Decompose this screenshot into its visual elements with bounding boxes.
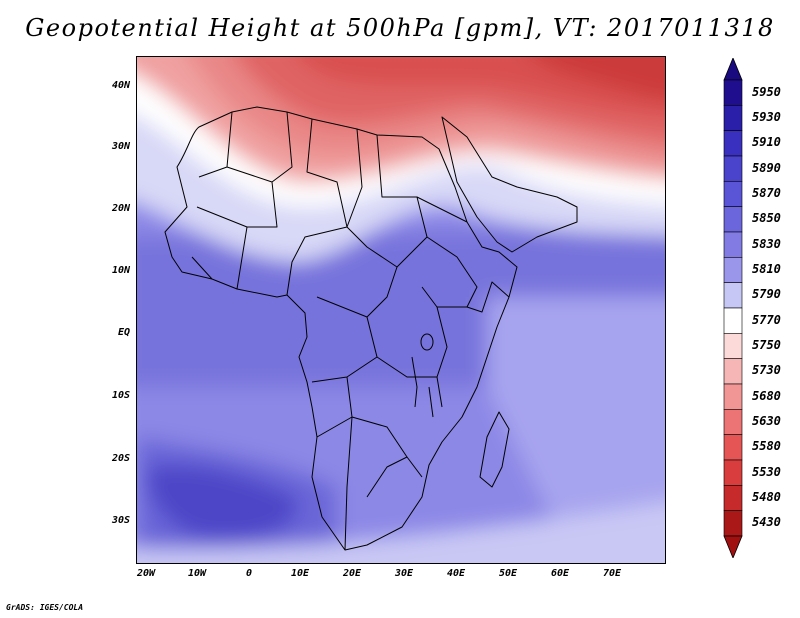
lon-label-40e: 40E [446, 568, 466, 579]
lat-label-10n: 10N [111, 265, 130, 276]
colorbar-swatch [723, 282, 743, 309]
colorbar-label: 5790 [752, 287, 781, 302]
south-atlantic-core [146, 464, 299, 540]
colorbar-label: 5950 [752, 84, 781, 99]
colorbar-label: 5810 [752, 262, 781, 276]
colorbar-label: 5480 [752, 490, 781, 504]
border-line [344, 416, 353, 551]
colorbar-label: 5580 [752, 439, 781, 454]
border-line [466, 281, 510, 313]
africa-coastline [164, 106, 518, 551]
colorbar-swatch [723, 206, 743, 233]
lat-label-eq: EQ [117, 327, 130, 338]
lakes [411, 333, 434, 418]
chart-title: Geopotential Height at 500hPa [gpm], VT:… [25, 14, 775, 42]
border-line [311, 316, 378, 383]
lon-label-20w: 20W [136, 568, 156, 579]
lat-label-10s: 10S [111, 390, 130, 401]
border-line [421, 236, 478, 308]
white-band [137, 75, 665, 207]
border-line [376, 356, 437, 378]
lon-label-10w: 10W [187, 568, 207, 579]
colorbar-top-triangle [723, 58, 743, 81]
colorbar-swatch [723, 383, 743, 410]
colorbar-label: 5870 [752, 186, 781, 200]
colorbar-swatch [723, 485, 743, 511]
colorbar-label: 5770 [752, 312, 781, 327]
east-indian-ocean-light [487, 297, 665, 535]
credit-text: GrADS: IGES/COLA [6, 603, 84, 612]
south-lightband [137, 502, 665, 563]
colorbar-swatch [723, 257, 743, 283]
colorbar-label: 5680 [752, 388, 781, 403]
border-line [196, 206, 248, 228]
colorbar-swatch [723, 434, 743, 461]
lat-label-30n: 30N [111, 141, 130, 152]
lon-label-20e: 20E [342, 568, 362, 579]
colorbar-label: 5430 [752, 515, 781, 530]
colorbar-label: 5750 [752, 338, 781, 352]
height-field-map [137, 57, 665, 563]
colorbar-swatch [723, 79, 743, 106]
lat-label-30s: 30S [111, 515, 130, 526]
lon-label-10e: 10E [290, 568, 310, 579]
colorbar-bottom-triangle [723, 535, 743, 558]
map-panel [136, 56, 666, 564]
colorbar-swatch [723, 358, 743, 385]
border-line [191, 256, 213, 280]
border-line [406, 456, 423, 478]
lat-label-20n: 20N [111, 203, 130, 214]
colorbar-label: 5850 [752, 211, 781, 226]
colorbar-swatch [723, 130, 743, 157]
colorbar-swatch [723, 181, 743, 207]
madagascar [479, 411, 510, 488]
lon-label-50e: 50E [498, 568, 518, 579]
colorbar-swatch [723, 155, 743, 182]
lon-label-30e: 30E [394, 568, 414, 579]
colorbar-swatch [723, 459, 743, 486]
colorbar-label: 5530 [752, 464, 781, 479]
border-line [226, 166, 278, 290]
colorbar-label: 5830 [752, 236, 781, 251]
height-field [137, 57, 665, 563]
arabian-peninsula [441, 116, 578, 253]
lon-label-70e: 70E [602, 568, 622, 579]
border-line [346, 128, 363, 228]
lat-label-20s: 20S [111, 453, 130, 464]
border-line [271, 111, 293, 183]
north-lightband [137, 108, 665, 262]
north-red-5530 [534, 57, 665, 100]
colorbar-swatch [723, 510, 743, 537]
colorbar-label: 5630 [752, 414, 781, 428]
colorbar-swatch [723, 409, 743, 435]
colorbar-swatch [723, 231, 743, 258]
colorbar-swatch [723, 307, 743, 334]
colorbar-swatch [723, 333, 743, 359]
lon-label-60e: 60E [550, 568, 570, 579]
country-borders [164, 106, 578, 551]
colorbar-label: 5890 [752, 160, 781, 175]
colorbar-label: 5730 [752, 363, 781, 378]
colorbar-swatch [723, 105, 743, 131]
border-line [416, 196, 468, 223]
colorbar [723, 58, 743, 558]
lat-label-40n: 40N [111, 80, 130, 91]
colorbar-label: 5910 [752, 135, 781, 150]
colorbar-label: 5930 [752, 110, 781, 124]
border-line [436, 306, 448, 408]
lon-label-0: 0 [245, 568, 253, 579]
